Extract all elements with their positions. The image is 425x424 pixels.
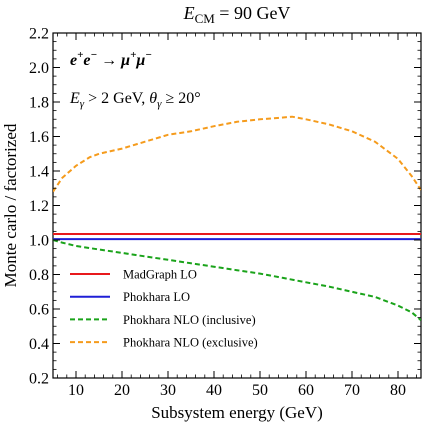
y-tick-label: 2.2: [29, 26, 49, 43]
legend-label-4: Phokhara NLO (exclusive): [123, 336, 258, 350]
y-tick-label: 2.0: [29, 60, 49, 77]
y-tick-label: 1.8: [29, 95, 49, 112]
x-axis-label: Subsystem energy (GeV): [151, 403, 323, 422]
legend-label-2: Phokhara LO: [123, 290, 190, 304]
y-tick-label: 1.6: [29, 129, 49, 146]
legend-label-1: MadGraph LO: [123, 268, 197, 282]
y-tick-label: 0.4: [29, 336, 49, 353]
y-tick-label: 1.4: [29, 164, 49, 181]
y-tick-label: 0.6: [29, 302, 49, 319]
x-tick-label: 40: [206, 382, 222, 399]
x-tick-label: 70: [344, 382, 360, 399]
legend-label-3: Phokhara NLO (inclusive): [123, 313, 256, 327]
y-tick-label: 0.2: [29, 371, 49, 388]
axis-ticks: 10 20 30 40 50 60 70 80 0.2 0.4 0.6 0.8 1.0 1.2 1.4 1.6…: [29, 26, 421, 399]
x-tick-label: 80: [390, 382, 406, 399]
series-line-3: [53, 239, 421, 321]
series-layer: [53, 115, 421, 321]
y-tick-label: 1.0: [29, 233, 49, 250]
y-axis-label: Monte carlo / factorized: [1, 123, 20, 287]
x-tick-label: 30: [160, 382, 176, 399]
series-line-4: [53, 115, 421, 193]
process-annotation: e+e− → μ+μ−: [70, 49, 152, 69]
x-tick-label: 20: [114, 382, 130, 399]
x-tick-label: 50: [252, 382, 268, 399]
x-tick-label: 60: [298, 382, 314, 399]
y-tick-label: 0.8: [29, 267, 49, 284]
legend: MadGraph LO Phokhara LO Phokhara NLO (incl…: [70, 268, 258, 350]
y-tick-label: 1.2: [29, 198, 49, 215]
cuts-annotation: Eγ > 2 GeV, θγ ≥ 20°: [69, 90, 201, 110]
x-tick-label: 10: [68, 382, 84, 399]
chart-title: ECM = 90 GeV: [183, 3, 291, 26]
